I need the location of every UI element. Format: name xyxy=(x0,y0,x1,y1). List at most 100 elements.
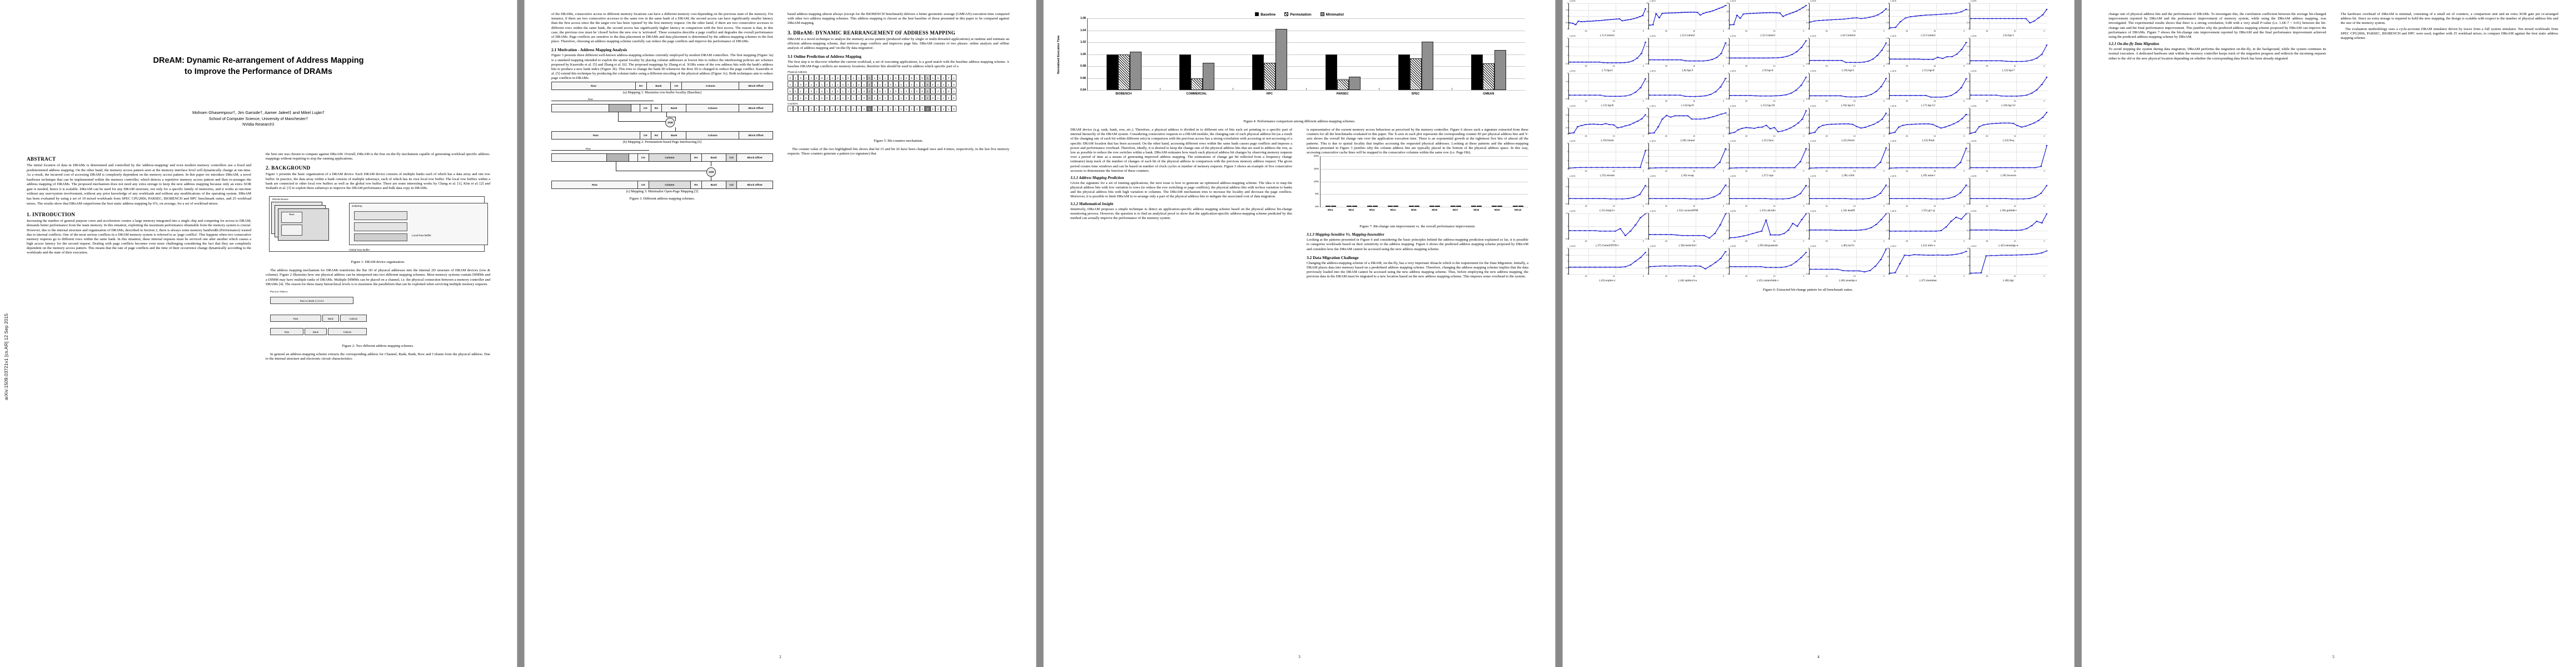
figure-6-y-tick: 0.5 xyxy=(1646,63,1649,66)
p2-column-right: based address mapping almost always (exc… xyxy=(788,12,1009,661)
figure-6-gridline xyxy=(1569,261,1647,262)
figure-6-axis-exponent: x 10^5 xyxy=(1650,70,1656,72)
figure-6-gridline xyxy=(1729,134,1807,135)
figure-1-caption: Figure 1: DRAM device organisation. xyxy=(351,260,405,265)
fig1-label-globalrow: Global Row Buffer xyxy=(349,248,370,252)
figure-6-y-tick: 1.5 xyxy=(1646,148,1649,151)
figure-6-gridline xyxy=(1569,108,1647,109)
fig5-counter-cell: 1 xyxy=(840,105,846,112)
figure-6-y-tick: 1 xyxy=(1807,120,1809,123)
figure-6-gridline xyxy=(1729,204,1807,205)
figure-6-y-tick: 0.5 xyxy=(1566,203,1568,206)
fig5-bit-cell: 0 xyxy=(845,81,851,87)
figure-6-y-tick: 0.5 xyxy=(1726,56,1729,59)
figure-6-axis-exponent: x 10^5 xyxy=(1569,175,1576,177)
fig5-counter-cell: 2 xyxy=(930,105,935,112)
figure-7-bar xyxy=(1367,206,1373,207)
figure-6-y-tick: 1 xyxy=(1807,89,1809,92)
figure-6-y-tick: 1 xyxy=(1888,194,1890,197)
figure-6-gridline xyxy=(1970,274,2047,275)
fig5-bit-cell: 1 xyxy=(856,87,861,94)
figure-6-gridline xyxy=(1970,115,2047,116)
figure-6-plot-area: x 10^5 0.5 1 1.5 2 20 10 0 xyxy=(1646,175,1727,207)
figure-6-y-tick: 0 xyxy=(1727,63,1729,66)
figure-6-gridline-v xyxy=(1936,213,1937,239)
figure-6-axis-exponent: x 10^4 xyxy=(1890,245,1896,247)
figure-6-y-tick: 0.5 xyxy=(1806,21,1809,24)
fig3-field-blank xyxy=(552,154,607,162)
fig5-bit-cell: 1 xyxy=(935,81,941,87)
fig5-bit-cell: 0 xyxy=(935,87,941,94)
figure-6-panel-caption: (.19) black xyxy=(1601,139,1614,142)
figure-6-y-tick: 0.5 xyxy=(1806,63,1809,66)
figure-6-panel-caption: (.14) hpc9 xyxy=(1681,104,1694,107)
fig5-bit-cell: 0 xyxy=(861,74,867,81)
figure-6-x-tick: 20 xyxy=(1905,275,1908,277)
p2-column-left: of the DRAMs, consecutive access to diff… xyxy=(551,12,773,661)
fig3-field-ch: CH xyxy=(640,104,651,112)
p3-right-para-1: is representative of the current memory … xyxy=(1307,128,1528,155)
figure-7-gridline xyxy=(1321,194,1528,195)
figure-6-x-tick: 10 xyxy=(1773,275,1776,277)
figure-4-gridline xyxy=(1088,90,1525,91)
figure-6-x-tick: 0 xyxy=(1723,30,1725,32)
fig5-bit-cell: 1 xyxy=(809,81,814,87)
figure-7-x-labels: Mix1 Mix2 Mix3 Mix4 Mix5 Mix6 Mix7 Mix8 Mix9 Mix1… xyxy=(1320,207,1528,211)
fig5-bit-cell: 0 xyxy=(798,74,804,81)
fig5-bit-cell: 1 xyxy=(788,81,793,87)
figure-6-y-tick: 1.2 xyxy=(1966,159,1970,162)
figure-6-panel: x 10^5 0 0.5 1 1.5 2 20 10 0 (.24) freq xyxy=(1967,105,2047,142)
figure-6-y-tick: 0.5 xyxy=(1726,161,1729,164)
figure-6-y-tick: 0.5 xyxy=(1726,126,1729,129)
figure-6-gridline xyxy=(1569,115,1647,116)
fig5-bit-cell: 1 xyxy=(845,87,851,94)
figure-6-gridline-v xyxy=(1668,3,1670,29)
figure-6-y-tick: 0 xyxy=(1968,273,1970,276)
figure-6-panel: x 10^4 0 5 10 15 20 10 0 (.48) tigr xyxy=(1967,245,2047,282)
figure-6-x-tick: 20 xyxy=(1905,205,1908,207)
figure-6-y-tick: 0 xyxy=(1968,28,1970,31)
figure-6-gridline xyxy=(1890,3,1967,4)
figure-6-gridline xyxy=(1729,178,1807,179)
figure-6-x-tick: 0 xyxy=(2044,240,2045,242)
figure-6-y-tick: 1.5 xyxy=(1886,81,1890,83)
figure-6-x-tick: 0 xyxy=(2044,30,2045,32)
figure-6-y-tick: 0.5 xyxy=(1886,161,1890,164)
figure-6-gridline-v xyxy=(1909,73,1910,99)
figure-6-gridline-v xyxy=(1828,143,1830,169)
figure-6-y-tick: 0 xyxy=(1567,133,1568,136)
fig5-bit-cell: 0 xyxy=(951,94,956,101)
figure-6-gridline xyxy=(1890,169,1967,170)
address-mapping-prediction-para: Given the signature for a set of running… xyxy=(1070,181,1292,199)
figure-7-y-tick: 0% xyxy=(1315,205,1319,208)
figure-6-gridline xyxy=(1970,121,2047,122)
figure-6-panel: x 10^5 0 0.5 1 1.5 2 20 10 0 (.26) swap xyxy=(1646,140,1727,177)
figure-7-x-label: Mix9 xyxy=(1494,208,1500,212)
fig3-field-ra: RA xyxy=(651,132,662,140)
figure-6-axis-exponent: x 10^5 xyxy=(1970,70,1977,72)
figure-6-y-tick: 1 xyxy=(1888,15,1890,18)
figure-6-axis-exponent: x 10^5 xyxy=(1810,175,1816,177)
figure-6-gridline-v xyxy=(1748,213,1750,239)
figure-6-x-tick: 10 xyxy=(1773,30,1776,32)
document-page-2: of the DRAMs, consecutive access to diff… xyxy=(525,0,1036,667)
figure-6-gridline xyxy=(1569,9,1647,11)
figure-6-plot-area: x 10^5 0.5 1 1.5 2 20 10 0 xyxy=(1566,35,1647,67)
fig3-mapping2-bottom: Row CH RA Bank Column Block Offset xyxy=(551,131,773,140)
figure-6-panel: x 10^5 0 1 2 3 20 10 0 (.25) stream xyxy=(1567,140,1647,177)
figure-6-gridline-v xyxy=(1588,248,1589,274)
figure-6-plot-area: x 10^5 0.5 1 1.5 2 20 10 0 xyxy=(1646,70,1727,102)
figure-6-gridline xyxy=(1729,169,1807,170)
figure-6-y-tick: 0.5 xyxy=(1566,63,1568,66)
figure-6-gridline-v xyxy=(1856,143,1857,169)
figure-4-container: Baseline Permutation Minimalist Normalised… xyxy=(1057,12,1528,124)
figure-6-x-tick: 20 xyxy=(1825,65,1828,67)
fig5-bit-cell: 1 xyxy=(883,94,888,101)
figure-6-x-tick: 20 xyxy=(1665,275,1667,277)
author-block: Mohsen Ghasempour†, Jim Garside†, Aamer … xyxy=(27,109,490,128)
figure-6-x-tick: 0 xyxy=(1642,135,1644,137)
fig5-bit-cell: 1 xyxy=(861,81,867,87)
figure-6-y-tick: 1 xyxy=(1888,155,1890,158)
page-number: 4 xyxy=(1817,655,1820,659)
